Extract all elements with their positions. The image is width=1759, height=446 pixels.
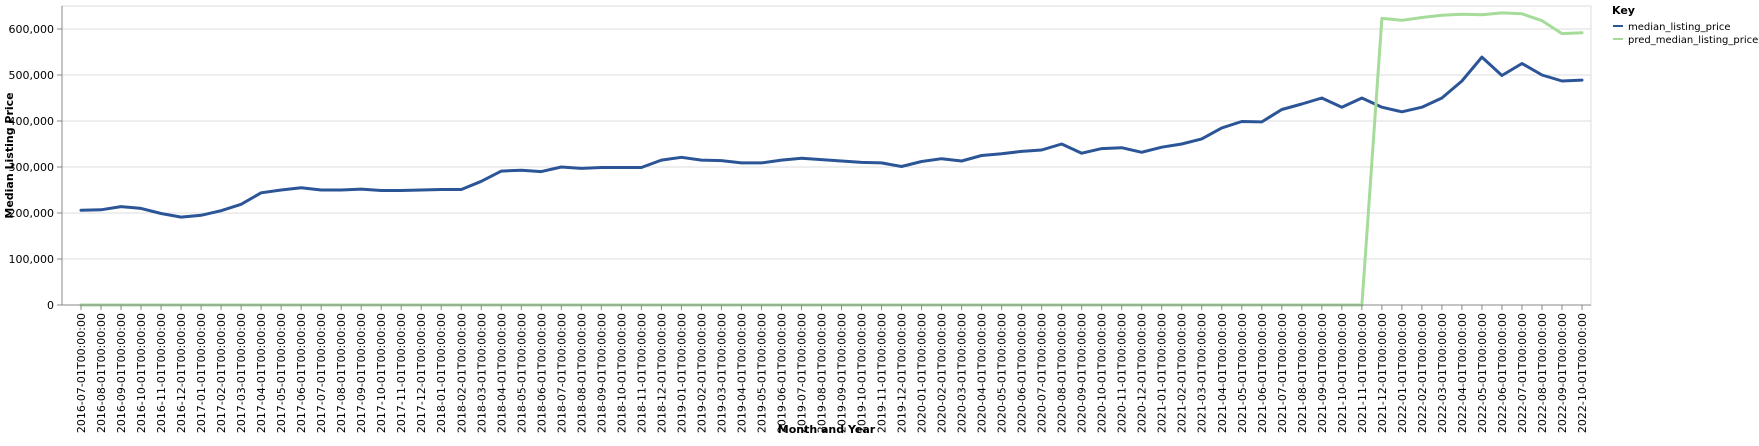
x-tick-label: 2020-07-01T00:00:00	[1036, 313, 1049, 433]
y-tick-label: 400,000	[9, 115, 55, 128]
x-tick-label: 2019-09-01T00:00:00	[836, 313, 849, 433]
x-tick-label: 2017-03-01T00:00:00	[235, 313, 248, 433]
x-tick-label: 2021-11-01T00:00:00	[1356, 313, 1369, 433]
x-tick-label: 2018-01-01T00:00:00	[435, 313, 448, 433]
series-layer	[79, 11, 1584, 307]
x-tick-label: 2019-05-01T00:00:00	[755, 313, 768, 433]
x-tick-label: 2019-06-01T00:00:00	[775, 313, 788, 433]
x-tick-label: 2020-11-01T00:00:00	[1116, 313, 1129, 433]
x-tick-label: 2016-07-01T00:00:00	[75, 313, 88, 433]
x-tick-label: 2018-09-01T00:00:00	[595, 313, 608, 433]
x-tick-label: 2022-08-01T00:00:00	[1536, 313, 1549, 433]
x-tick-label: 2019-07-01T00:00:00	[795, 313, 808, 433]
x-tick-label: 2021-08-01T00:00:00	[1296, 313, 1309, 433]
x-tick-label: 2017-11-01T00:00:00	[395, 313, 408, 433]
x-tick-label: 2019-02-01T00:00:00	[695, 313, 708, 433]
legend: Key median_listing_price pred_median_list…	[1612, 4, 1758, 46]
x-tick-label: 2018-03-01T00:00:00	[475, 313, 488, 433]
y-axis: 0 100,000 200,000 300,000 400,000 500,000 600,…	[9, 6, 63, 312]
x-tick-label: 2018-05-01T00:00:00	[515, 313, 528, 433]
x-tick-label: 2019-11-01T00:00:00	[876, 313, 889, 433]
x-tick-label: 2021-03-01T00:00:00	[1196, 313, 1209, 433]
x-tick-label: 2021-02-01T00:00:00	[1176, 313, 1189, 433]
x-tick-label: 2022-09-01T00:00:00	[1556, 313, 1569, 433]
y-tick-label: 0	[47, 299, 54, 312]
x-tick-label: 2018-07-01T00:00:00	[555, 313, 568, 433]
x-tick-label: 2020-09-01T00:00:00	[1076, 313, 1089, 433]
legend-label: median_listing_price	[1628, 22, 1731, 33]
x-tick-label: 2022-04-01T00:00:00	[1456, 313, 1469, 433]
x-tick-label: 2019-01-01T00:00:00	[675, 313, 688, 433]
x-axis: 2016-07-01T00:00:00 2016-08-01T00:00:00 20…	[62, 304, 1591, 433]
x-tick-label: 2020-05-01T00:00:00	[996, 313, 1009, 433]
x-tick-label: 2017-02-01T00:00:00	[215, 313, 228, 433]
y-tick-label: 600,000	[9, 23, 55, 36]
x-tick-label: 2019-12-01T00:00:00	[896, 313, 909, 433]
x-tick-label: 2019-08-01T00:00:00	[815, 313, 828, 433]
x-tick-label: 2021-05-01T00:00:00	[1236, 313, 1249, 433]
x-axis-title: Month and Year	[778, 423, 876, 436]
y-tick-label: 500,000	[9, 69, 55, 82]
x-tick-label: 2020-10-01T00:00:00	[1096, 313, 1109, 433]
x-tick-label: 2022-10-01T00:00:00	[1576, 313, 1589, 433]
plot-area-frame	[61, 5, 1592, 306]
x-tick-label: 2022-06-01T00:00:00	[1496, 313, 1509, 433]
x-tick-label: 2017-04-01T00:00:00	[255, 313, 268, 433]
x-tick-label: 2017-08-01T00:00:00	[335, 313, 348, 433]
x-tick-label: 2022-05-01T00:00:00	[1476, 313, 1489, 433]
x-tick-label: 2020-12-01T00:00:00	[1136, 313, 1149, 433]
x-tick-label: 2017-06-01T00:00:00	[295, 313, 308, 433]
gridlines	[62, 28, 1591, 260]
y-tick-label: 100,000	[9, 253, 55, 266]
x-tick-label: 2020-01-01T00:00:00	[916, 313, 929, 433]
x-tick-label: 2018-04-01T00:00:00	[495, 313, 508, 433]
x-tick-label: 2016-12-01T00:00:00	[175, 313, 188, 433]
x-tick-label: 2016-09-01T00:00:00	[115, 313, 128, 433]
x-tick-label: 2020-08-01T00:00:00	[1056, 313, 1069, 433]
x-tick-label: 2017-01-01T00:00:00	[195, 313, 208, 433]
x-tick-label: 2017-09-01T00:00:00	[355, 313, 368, 433]
x-tick-label: 2017-12-01T00:00:00	[415, 313, 428, 433]
x-tick-label: 2022-01-01T00:00:00	[1396, 313, 1409, 433]
x-tick-label: 2020-04-01T00:00:00	[976, 313, 989, 433]
x-tick-label: 2019-04-01T00:00:00	[735, 313, 748, 433]
x-tick-label: 2017-07-01T00:00:00	[315, 313, 328, 433]
x-tick-label: 2021-04-01T00:00:00	[1216, 313, 1229, 433]
x-tick-label: 2017-10-01T00:00:00	[375, 313, 388, 433]
x-tick-label: 2021-09-01T00:00:00	[1316, 313, 1329, 433]
x-tick-label: 2018-10-01T00:00:00	[615, 313, 628, 433]
x-tick-label: 2016-11-01T00:00:00	[155, 313, 168, 433]
x-tick-label: 2022-07-01T00:00:00	[1516, 313, 1529, 433]
x-tick-label: 2018-06-01T00:00:00	[535, 313, 548, 433]
x-tick-label: 2020-06-01T00:00:00	[1016, 313, 1029, 433]
x-tick-label: 2021-10-01T00:00:00	[1336, 313, 1349, 433]
legend-title: Key	[1612, 4, 1635, 17]
x-tick-label: 2021-06-01T00:00:00	[1256, 313, 1269, 433]
y-tick-label: 200,000	[9, 207, 55, 220]
y-axis-title: Median Listing Price	[3, 92, 16, 218]
y-tick-label: 300,000	[9, 161, 55, 174]
x-tick-label: 2019-03-01T00:00:00	[715, 313, 728, 433]
x-tick-label: 2022-02-01T00:00:00	[1416, 313, 1429, 433]
x-tick-label: 2020-02-01T00:00:00	[936, 313, 949, 433]
x-tick-label: 2022-03-01T00:00:00	[1436, 313, 1449, 433]
x-tick-label: 2021-12-01T00:00:00	[1376, 313, 1389, 433]
x-tick-label: 2018-08-01T00:00:00	[575, 313, 588, 433]
x-tick-label: 2020-03-01T00:00:00	[956, 313, 969, 433]
x-tick-label: 2016-08-01T00:00:00	[95, 313, 108, 433]
x-tick-label: 2017-05-01T00:00:00	[275, 313, 288, 433]
series-line-median_listing_price	[79, 55, 1584, 219]
legend-label: pred_median_listing_price	[1628, 35, 1758, 46]
x-tick-label: 2021-01-01T00:00:00	[1156, 313, 1169, 433]
x-tick-label: 2016-10-01T00:00:00	[135, 313, 148, 433]
x-tick-label: 2018-02-01T00:00:00	[455, 313, 468, 433]
x-tick-label: 2019-10-01T00:00:00	[856, 313, 869, 433]
x-tick-label: 2021-07-01T00:00:00	[1276, 313, 1289, 433]
x-tick-label: 2018-12-01T00:00:00	[655, 313, 668, 433]
x-tick-label: 2018-11-01T00:00:00	[635, 313, 648, 433]
